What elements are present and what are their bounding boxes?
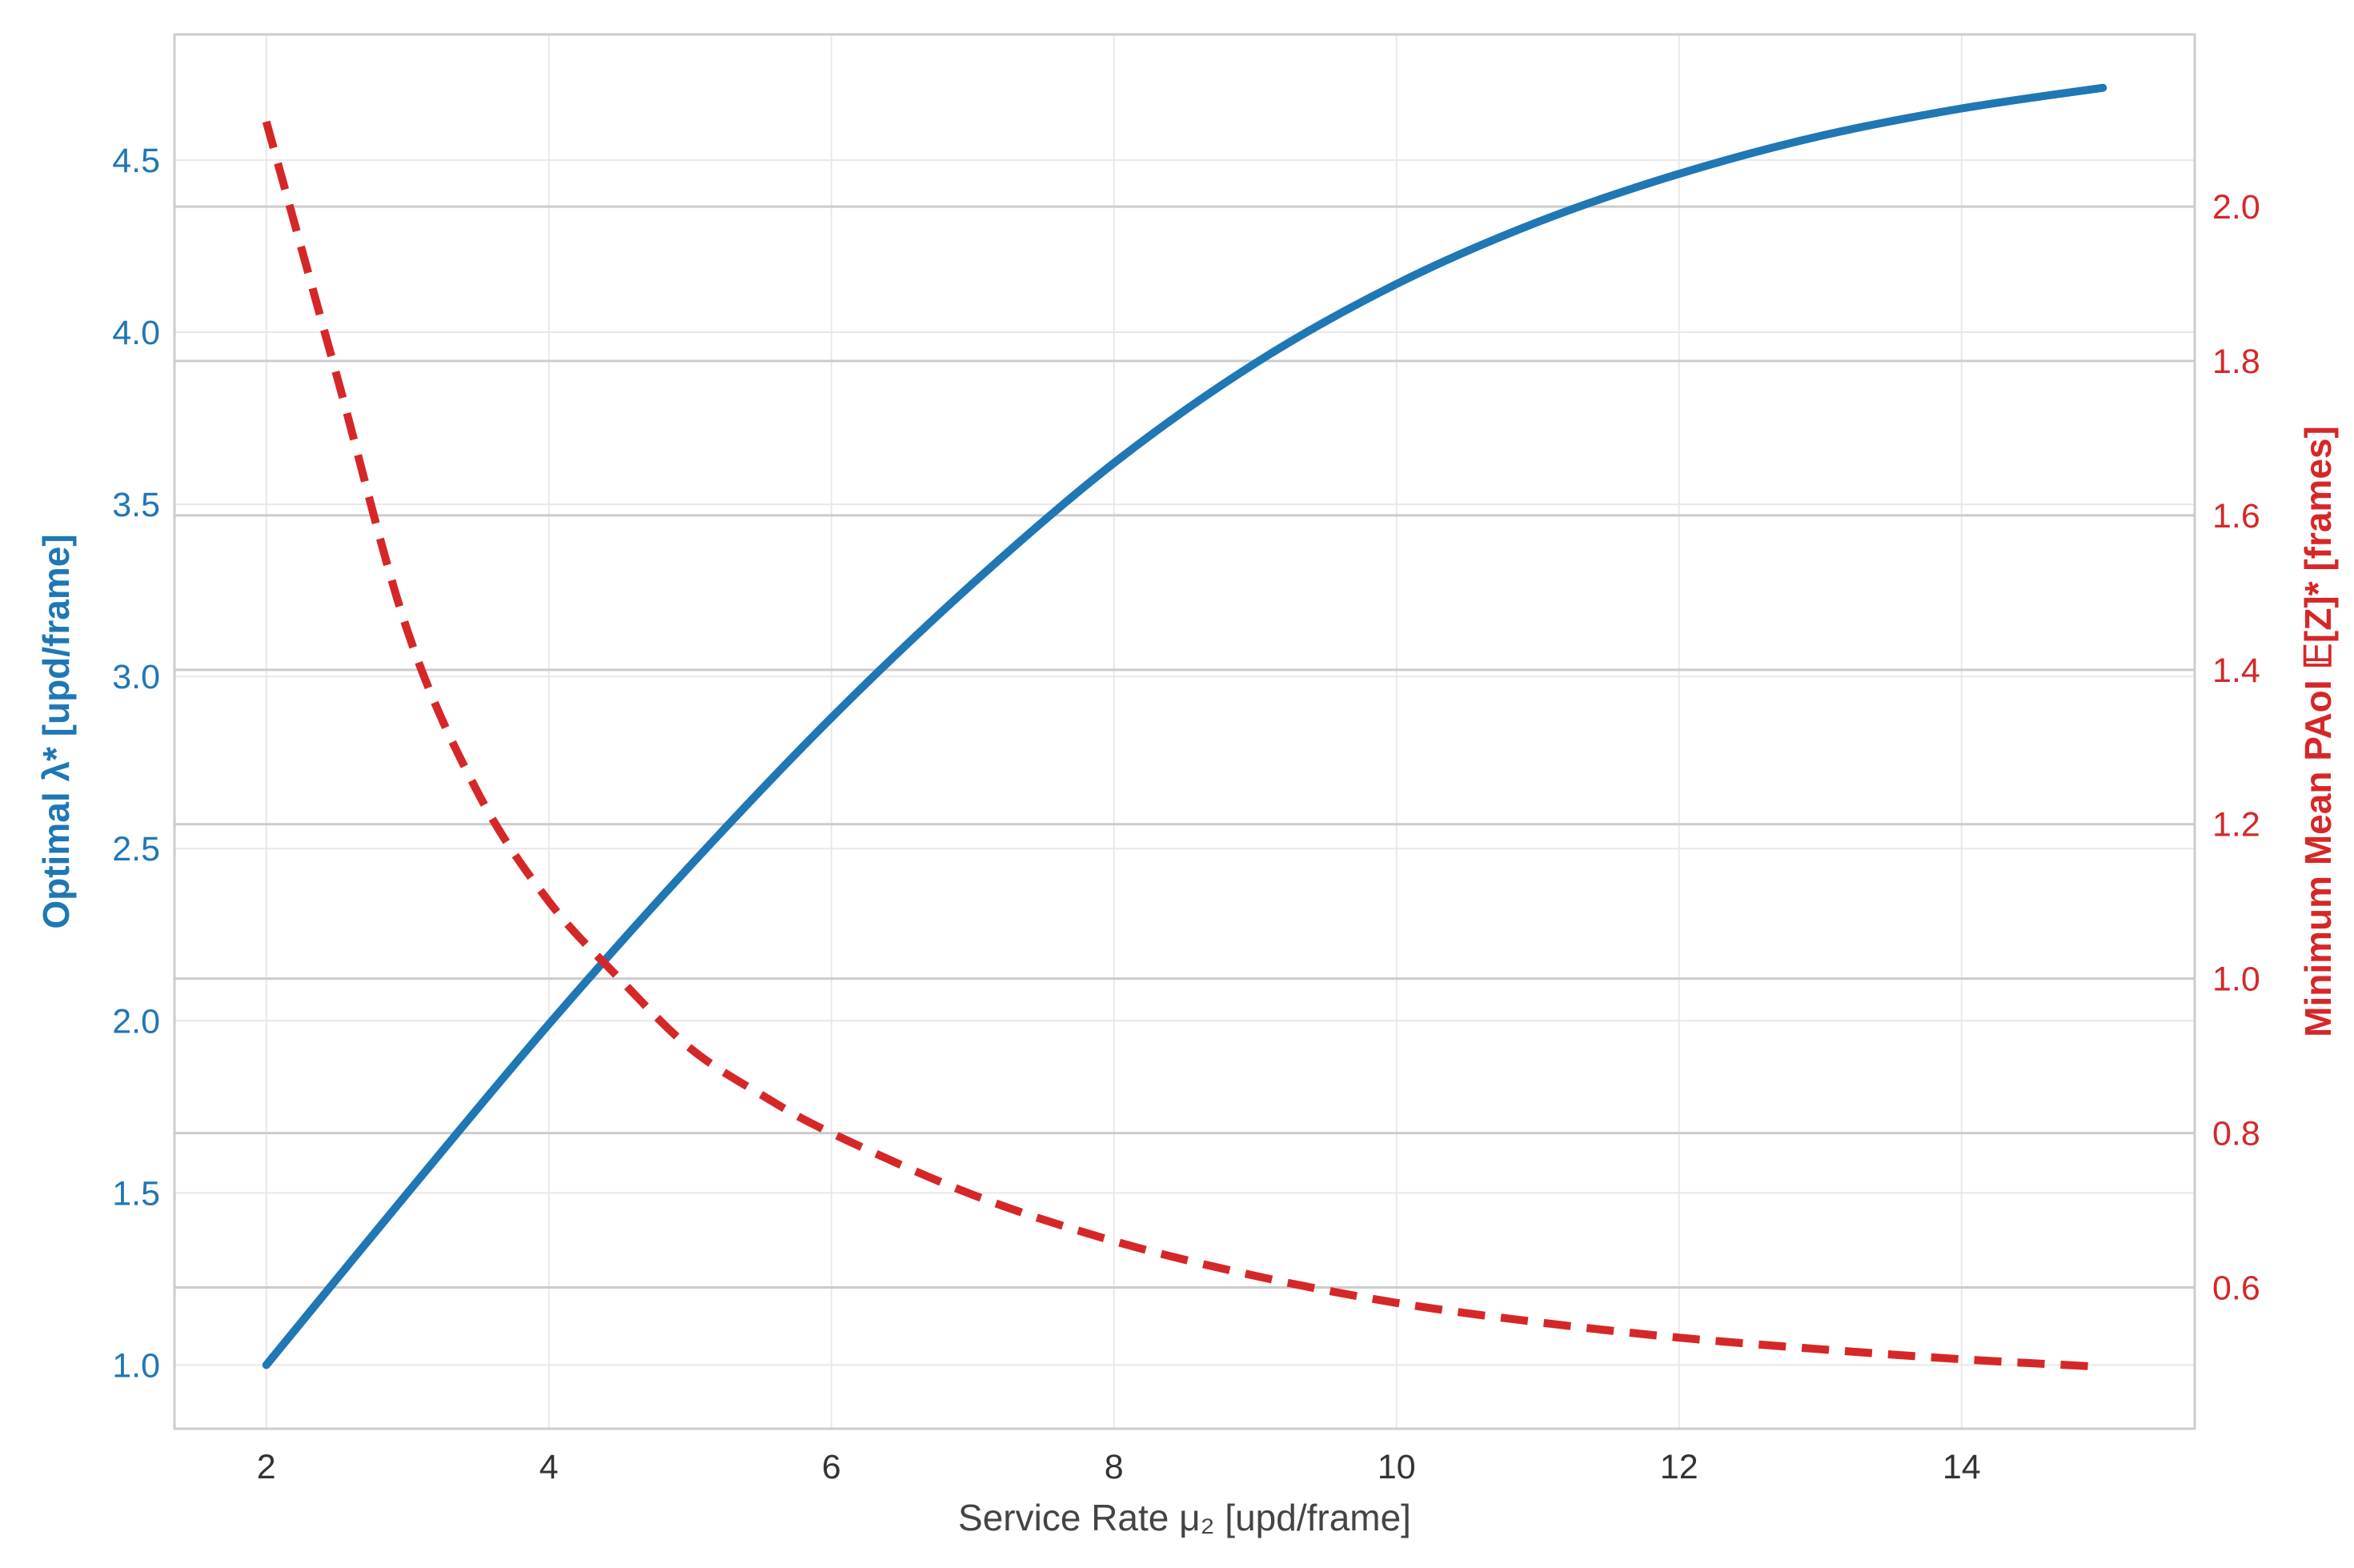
x-tick-label-12: 12 (1660, 1448, 1698, 1486)
grid (174, 34, 2195, 1429)
right-tick-label-2.0: 2.0 (2212, 188, 2260, 227)
x-tick-label-14: 14 (1943, 1448, 1981, 1486)
right-tick-label-0.8: 0.8 (2212, 1115, 2260, 1153)
min-paoi-dashed-line (262, 120, 2103, 1371)
left-tick-label-1.5: 1.5 (112, 1174, 160, 1213)
x-tick-label-10: 10 (1378, 1448, 1416, 1486)
right-y-axis-title: Minimum Mean PAoI 𝔼[Z]* [frames] (2297, 426, 2339, 1037)
left-tick-label-2.5: 2.5 (112, 830, 160, 868)
plot-frame (173, 33, 2196, 1430)
right-tick-label-0.6: 0.6 (2212, 1269, 2260, 1307)
left-y-axis-title: Optimal λ* [upd/frame] (35, 534, 77, 928)
right-tick-label-1.4: 1.4 (2212, 652, 2260, 690)
right-tick-label-1.8: 1.8 (2212, 343, 2260, 381)
x-tick-label-8: 8 (1105, 1448, 1124, 1486)
right-tick-label-1.6: 1.6 (2212, 497, 2260, 535)
left-tick-label-1.0: 1.0 (112, 1346, 160, 1385)
left-tick-label-4.0: 4.0 (112, 314, 160, 352)
x-tick-label-6: 6 (822, 1448, 841, 1486)
x-tick-label-2: 2 (257, 1448, 276, 1486)
right-axis-grid (174, 205, 2195, 1289)
left-tick-label-2.0: 2.0 (112, 1002, 160, 1041)
left-y-axis-ticks: 1.0 1.5 2.0 2.5 3.0 3.5 4.0 4.5 (112, 142, 160, 1385)
left-tick-label-4.5: 4.5 (112, 142, 160, 180)
series (262, 83, 2107, 1371)
x-axis-title: Service Rate μ₂ [upd/frame] (958, 1497, 1411, 1538)
optimal-lambda-line (262, 83, 2107, 1369)
right-tick-label-1.0: 1.0 (2212, 960, 2260, 999)
left-tick-label-3.0: 3.0 (112, 658, 160, 696)
right-y-axis-ticks: 0.6 0.8 1.0 1.2 1.4 1.6 1.8 2.0 (2212, 188, 2260, 1307)
x-tick-label-4: 4 (539, 1448, 559, 1486)
left-tick-label-3.5: 3.5 (112, 486, 160, 524)
x-axis-ticks: 2 4 6 8 10 12 14 (257, 1448, 1981, 1486)
right-tick-label-1.2: 1.2 (2212, 806, 2260, 844)
